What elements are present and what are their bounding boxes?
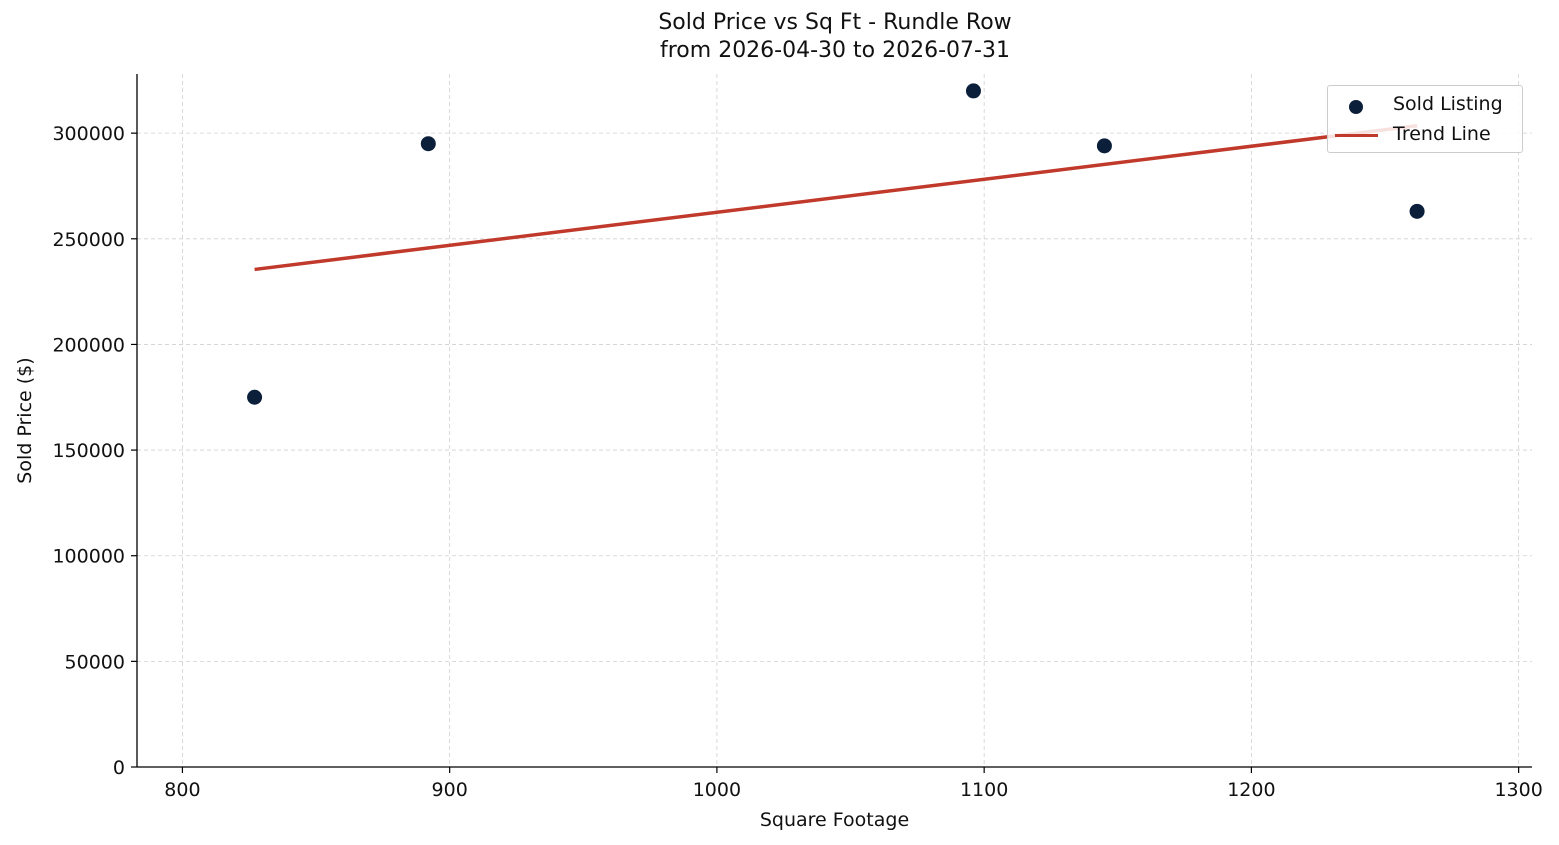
x-tick-label: 1300	[1494, 779, 1542, 801]
y-tick-label: 50000	[65, 651, 125, 673]
scatter-point	[420, 136, 436, 152]
legend-label-sold-listing: Sold Listing	[1393, 93, 1503, 115]
y-tick-label: 200000	[52, 334, 125, 356]
y-tick-label: 300000	[52, 123, 125, 145]
legend: Sold Listing Trend Line	[1327, 85, 1523, 153]
y-tick-label: 150000	[52, 440, 125, 462]
chart-title: Sold Price vs Sq Ft - Rundle Row	[658, 10, 1012, 35]
legend-line-trend	[1335, 134, 1378, 137]
x-tick-label: 900	[432, 779, 468, 801]
x-tick-label: 800	[164, 779, 200, 801]
x-axis-label: Square Footage	[760, 809, 909, 831]
legend-label-trend-line: Trend Line	[1393, 123, 1491, 145]
y-tick-label: 250000	[52, 229, 125, 251]
trend-line	[254, 124, 1418, 272]
x-tick-label: 1000	[693, 779, 741, 801]
scatter-point	[965, 83, 981, 99]
legend-item-trend-line: Trend Line	[1328, 120, 1522, 146]
scatter-point	[247, 389, 263, 405]
chart-subtitle: from 2026-04-30 to 2026-07-31	[660, 38, 1010, 63]
legend-marker-sold-listing	[1349, 100, 1363, 114]
scatter-point	[1409, 203, 1425, 219]
y-tick-label: 0	[113, 757, 125, 779]
x-tick-label: 1100	[960, 779, 1008, 801]
x-tick-label: 1200	[1227, 779, 1275, 801]
scatter-point	[1096, 138, 1112, 154]
y-axis-label: Sold Price ($)	[14, 357, 36, 483]
legend-item-sold-listing: Sold Listing	[1328, 90, 1522, 116]
y-tick-label: 100000	[52, 546, 125, 568]
